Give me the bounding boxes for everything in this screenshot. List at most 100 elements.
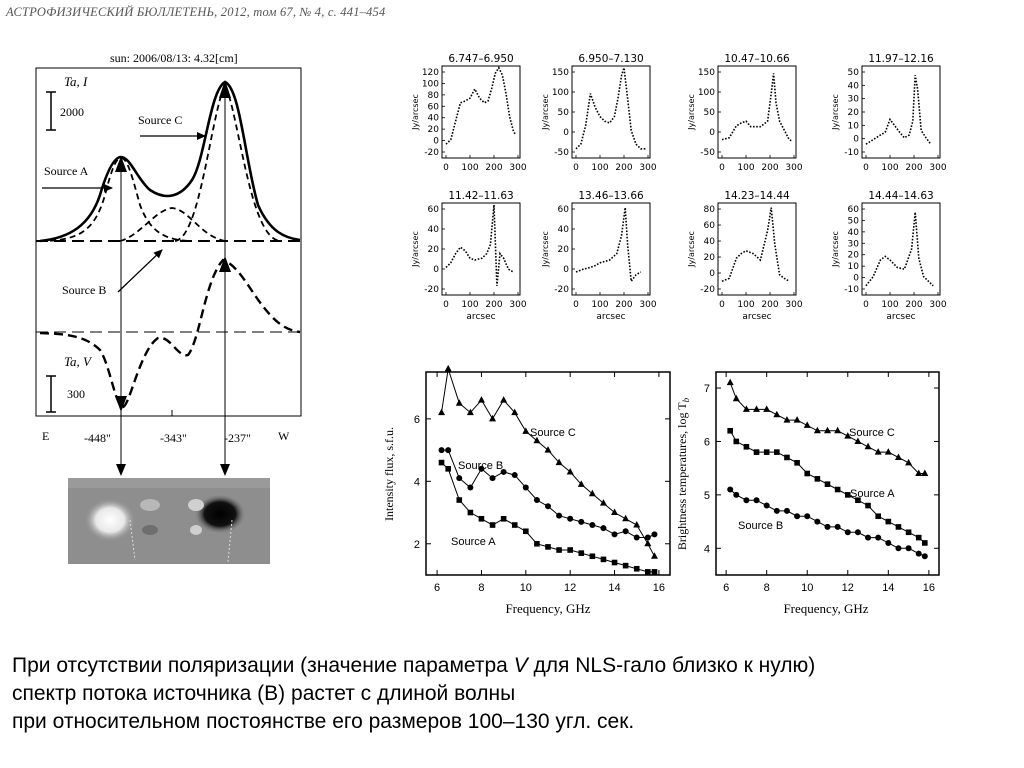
spatial-xtick: 100 bbox=[461, 300, 478, 310]
source-c-point bbox=[864, 442, 872, 450]
caption-v-param: V bbox=[513, 654, 528, 677]
spatial-ytick: 50 bbox=[848, 68, 860, 78]
spatial-ytick: 0 bbox=[709, 128, 715, 138]
spatial-xtick: 100 bbox=[881, 163, 898, 173]
tb-chart-frame bbox=[715, 371, 940, 576]
spatial-plot-frame bbox=[861, 202, 941, 296]
source-a-point bbox=[915, 534, 922, 541]
spatial-ytick: 40 bbox=[704, 237, 716, 247]
scan-title: sun: 2006/08/13: 4.32[cm] bbox=[110, 51, 238, 65]
spatial-profile-curve bbox=[575, 207, 642, 284]
spectrum-xtick: 10 bbox=[801, 582, 813, 594]
caption-line-1-a: При отсутствии поляризации (значение пар… bbox=[12, 654, 514, 677]
spatial-ytick: 80 bbox=[428, 91, 440, 101]
source-b-point bbox=[533, 497, 540, 504]
source-c-point bbox=[844, 432, 852, 439]
spatial-ytick: 0 bbox=[433, 137, 439, 147]
source-b-point bbox=[814, 518, 821, 525]
spatial-xtick: 200 bbox=[615, 163, 632, 173]
spatial-xtick: 200 bbox=[905, 300, 922, 310]
spatial-plot-title: 10.47–10.66 bbox=[724, 53, 790, 65]
pos-label-237: -237" bbox=[224, 431, 251, 445]
spatial-xtick: 300 bbox=[929, 300, 946, 310]
source-a-point bbox=[834, 486, 841, 493]
source-a-point bbox=[784, 454, 790, 461]
source-c-point bbox=[511, 408, 519, 416]
spectrum-xtick: 16 bbox=[923, 582, 935, 594]
spatial-plot-frame bbox=[441, 202, 521, 296]
source-b-label: Source B bbox=[62, 283, 106, 297]
spatial-ytick: 0 bbox=[433, 265, 439, 275]
flux-label-source-b: Source B bbox=[458, 460, 503, 472]
source-b-point bbox=[875, 534, 882, 541]
spatial-ytick: 50 bbox=[848, 216, 860, 226]
spatial-ylabel: Jy/arcsec bbox=[831, 94, 840, 131]
spatial-ytick: 20 bbox=[428, 245, 440, 255]
spatial-profile-curve bbox=[445, 66, 517, 145]
spatial-ytick: 40 bbox=[428, 114, 440, 124]
spatial-xtick: 200 bbox=[761, 163, 778, 173]
pos-label-448: -448" bbox=[84, 431, 111, 445]
source-b-point bbox=[753, 497, 760, 504]
ta-v-label: Ta, V bbox=[64, 354, 93, 369]
spatial-xtick: 100 bbox=[881, 300, 898, 310]
source-b-point bbox=[905, 545, 912, 552]
spatial-ytick: 60 bbox=[428, 205, 440, 215]
flux-ylabel: Intensity flux, s.f.u. bbox=[382, 427, 396, 521]
spatial-xtick: 300 bbox=[785, 300, 802, 310]
spatial-ytick: -20 bbox=[424, 285, 439, 295]
spatial-ytick: 30 bbox=[848, 239, 860, 249]
source-c-point bbox=[622, 514, 630, 522]
spatial-xtick: 300 bbox=[509, 163, 526, 173]
source-c-point bbox=[533, 436, 541, 444]
spatial-xtick: 0 bbox=[573, 163, 579, 173]
source-c-point bbox=[763, 405, 771, 412]
source-c-point bbox=[824, 426, 831, 434]
source-c-point bbox=[477, 396, 485, 403]
spatial-ytick: -20 bbox=[554, 285, 569, 295]
spatial-ytick: 0 bbox=[853, 135, 859, 145]
caption-line-1-b: для NLS-гало близко к нулю) bbox=[527, 654, 816, 677]
spatial-ytick: 100 bbox=[552, 88, 569, 98]
source-a-point bbox=[578, 550, 585, 556]
flux-xlabel: Frequency, GHz bbox=[505, 601, 590, 616]
peak-marker-c bbox=[219, 80, 231, 98]
source-c-point bbox=[884, 448, 892, 455]
spatial-ytick: 60 bbox=[428, 102, 440, 112]
source-a-point bbox=[794, 460, 800, 466]
source-b-point bbox=[478, 465, 485, 472]
source-a-point bbox=[438, 459, 445, 466]
magnetogram-image bbox=[68, 478, 270, 564]
spatial-plot-frame bbox=[571, 65, 651, 159]
source-b-component bbox=[119, 207, 226, 242]
source-c-point bbox=[566, 467, 574, 475]
spatial-xtick: 100 bbox=[591, 300, 608, 310]
source-a-point bbox=[733, 438, 740, 445]
spatial-xlabel: arcsec bbox=[596, 312, 625, 322]
tb-ylabel: Brightness temperatures, log Tb bbox=[675, 397, 691, 550]
source-a-point bbox=[556, 547, 562, 553]
spatial-plot-title: 6.747–6.950 bbox=[448, 53, 513, 65]
spatial-ytick: -10 bbox=[844, 285, 859, 295]
source-a-point bbox=[743, 443, 750, 450]
east-label: E bbox=[42, 429, 49, 443]
source-a-point bbox=[534, 540, 540, 547]
source-c-point bbox=[783, 416, 791, 423]
source-c-point bbox=[500, 396, 508, 403]
source-a-point bbox=[922, 540, 928, 546]
source-b-point bbox=[611, 531, 618, 538]
spatial-ytick: 40 bbox=[428, 225, 440, 235]
spatial-ytick: -20 bbox=[700, 285, 715, 295]
source-c-point bbox=[793, 416, 801, 423]
spatial-ytick: -50 bbox=[554, 148, 569, 158]
source-c-point bbox=[522, 427, 530, 434]
spectrum-xtick: 12 bbox=[842, 582, 854, 594]
source-b-point bbox=[600, 525, 607, 532]
source-b-point bbox=[545, 503, 551, 510]
spatial-ytick: 100 bbox=[422, 79, 439, 89]
caption-line-1: При отсутствии поляризации (значение пар… bbox=[12, 652, 1012, 680]
spatial-xtick: 0 bbox=[863, 300, 869, 310]
source-c-point bbox=[466, 408, 474, 416]
